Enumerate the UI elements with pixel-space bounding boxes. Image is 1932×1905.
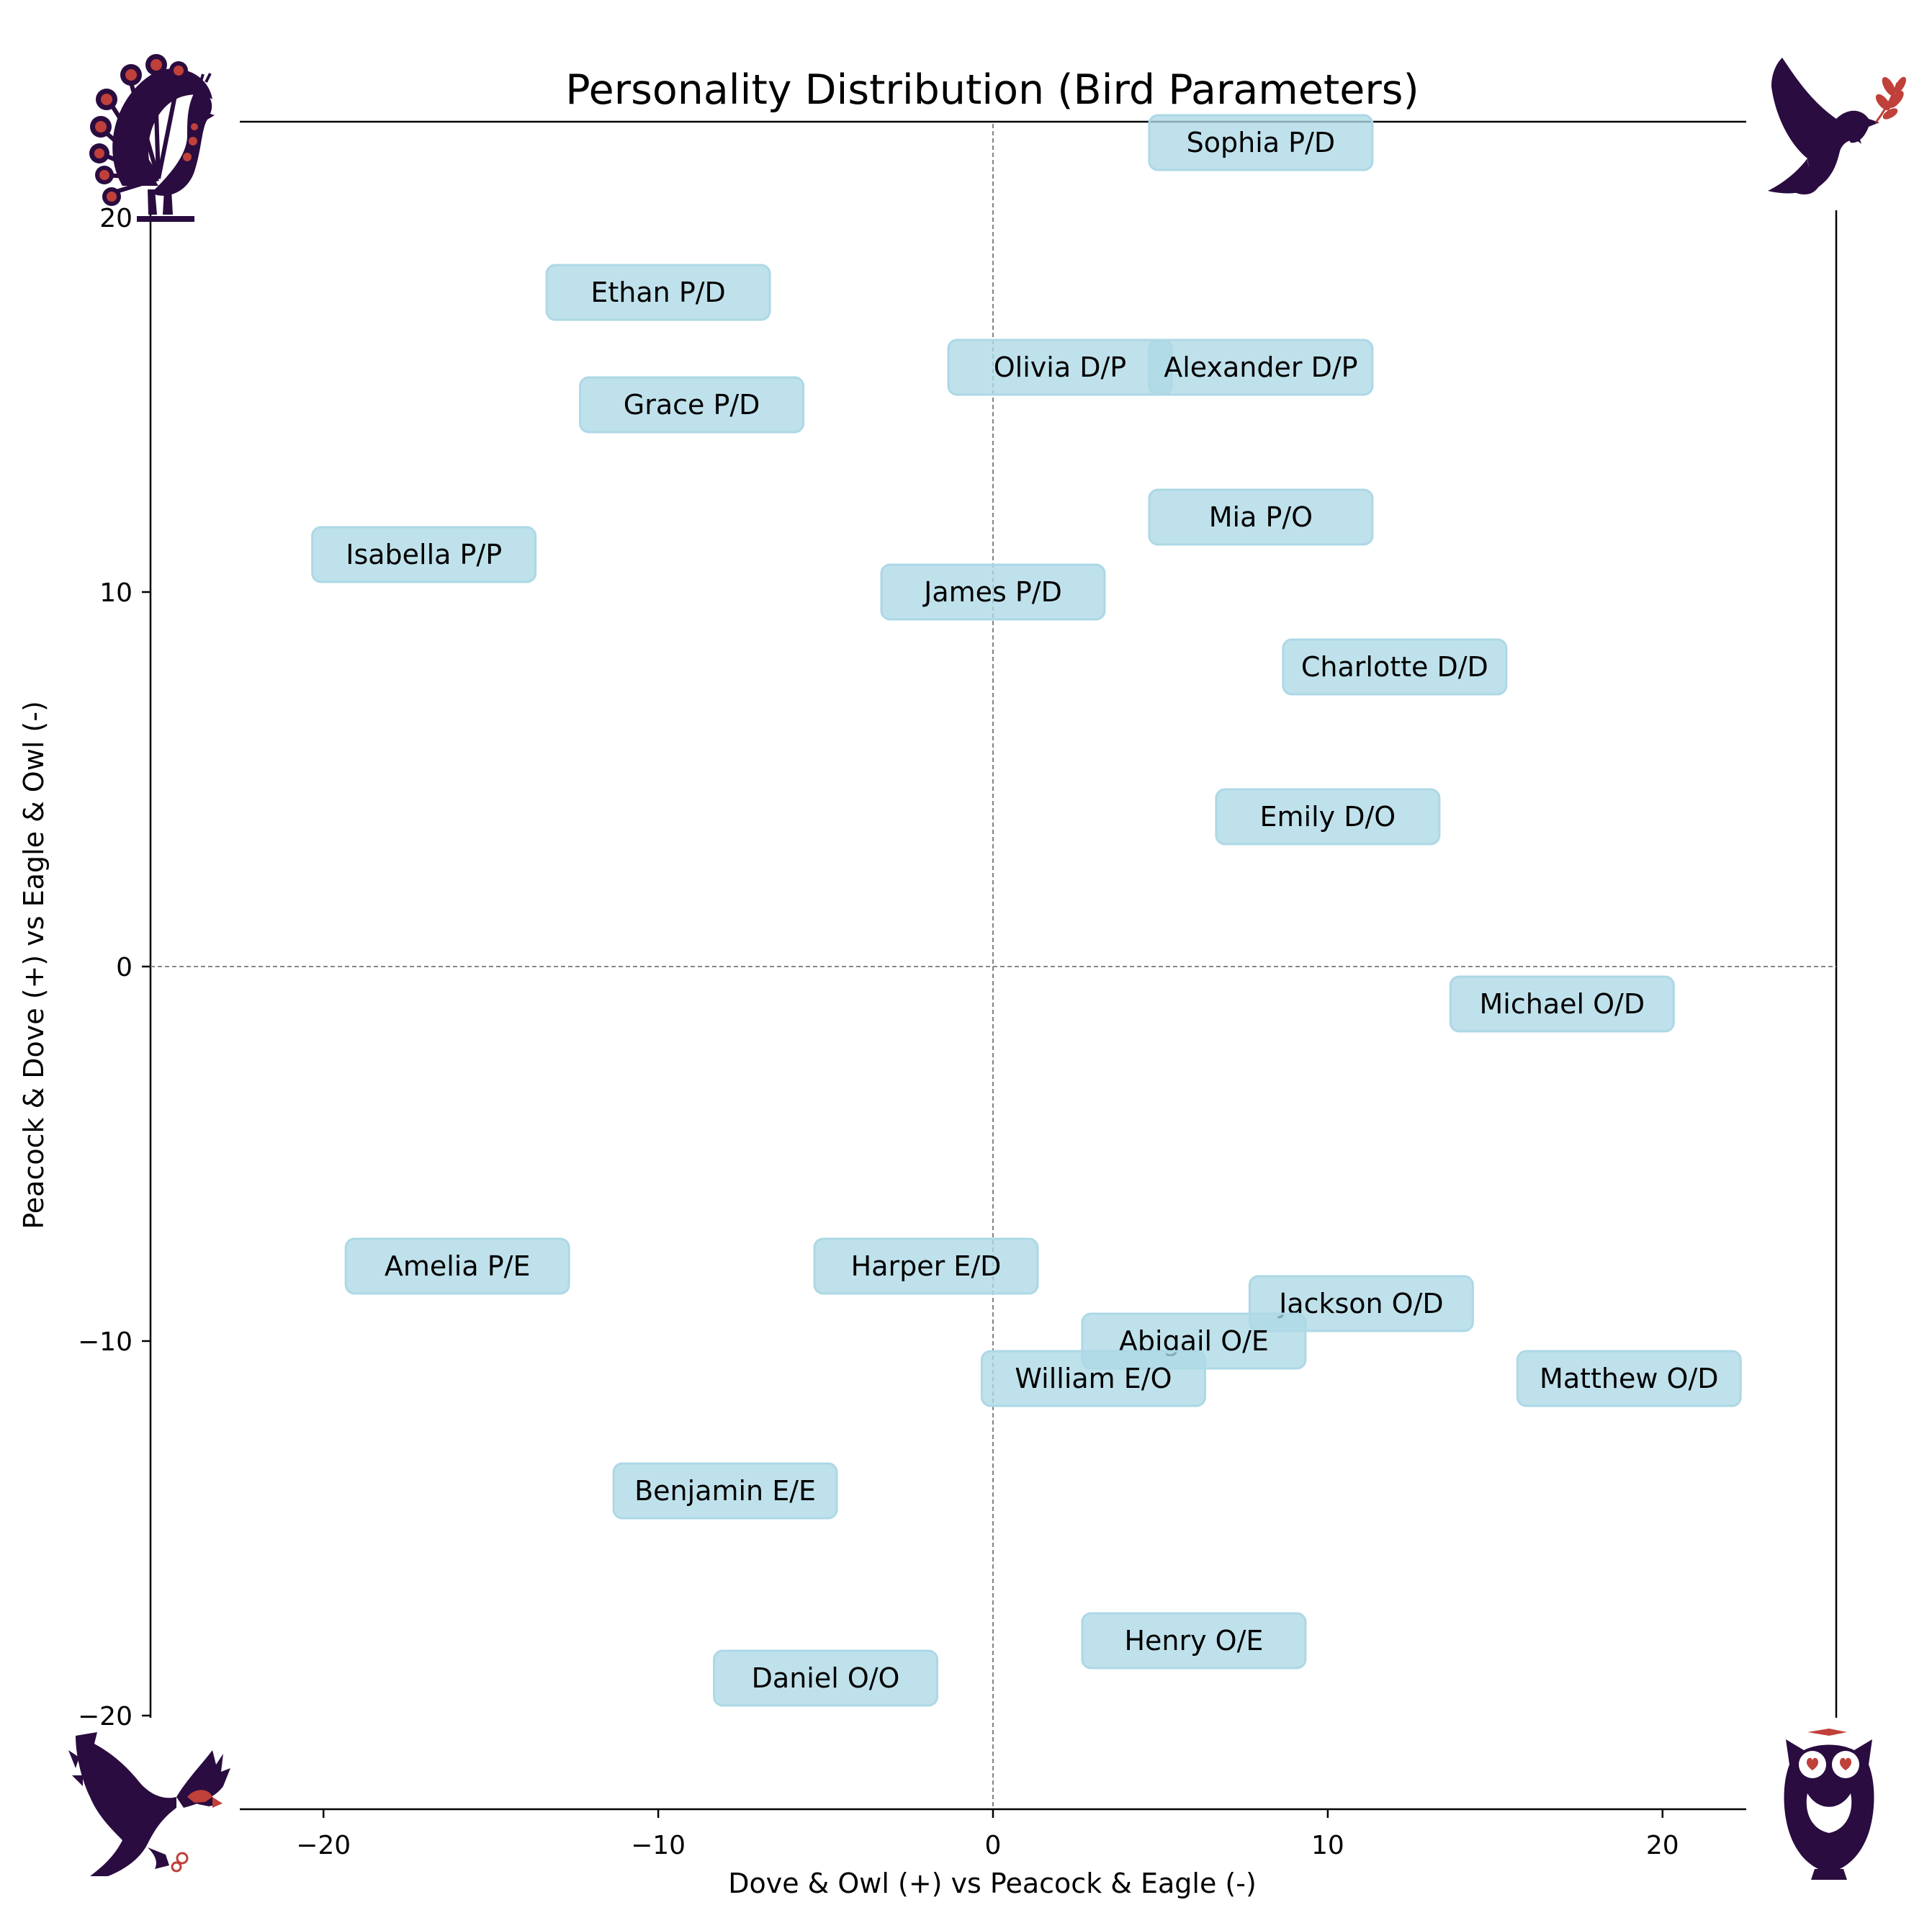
point-label: Grace P/D (624, 389, 760, 421)
point-box (612, 1462, 838, 1520)
point-box (1148, 488, 1374, 546)
chart-title: Personality Distribution (Bird Parameter… (565, 66, 1419, 114)
y-tick-label: 10 (99, 578, 132, 608)
point-box (1282, 638, 1508, 696)
y-tick-label: 0 (116, 953, 132, 982)
x-tick-label: 20 (1646, 1831, 1679, 1860)
point-label: Harper E/D (851, 1250, 1002, 1282)
point-box (713, 1649, 939, 1707)
point-box (1248, 1275, 1474, 1332)
eagle-icon (68, 1732, 230, 1876)
point-box (880, 563, 1106, 621)
y-axis-label: Peacock & Dove (+) vs Eagle & Owl (-) (18, 701, 50, 1229)
y-tick-label: −20 (78, 1702, 132, 1731)
data-point: Henry O/E (1081, 1612, 1307, 1669)
data-point: Emily D/O (1215, 788, 1441, 846)
point-box (1148, 339, 1374, 396)
y-tick-label: −10 (78, 1327, 132, 1357)
point-box (1516, 1350, 1742, 1407)
peacock-icon (89, 54, 215, 222)
data-point: Isabella P/P (311, 526, 537, 583)
data-point: Michael O/D (1449, 975, 1675, 1033)
point-box (1215, 788, 1441, 846)
point-box (1148, 114, 1374, 171)
point-box (813, 1237, 1039, 1295)
point-label: Ethan P/D (590, 277, 725, 308)
x-axis-label: Dove & Owl (+) vs Peacock & Eagle (-) (728, 1868, 1257, 1899)
point-label: Matthew O/D (1540, 1363, 1718, 1394)
point-label: William E/O (1015, 1363, 1172, 1394)
owl-icon (1784, 1729, 1874, 1880)
point-label: Isabella P/P (346, 539, 502, 570)
x-tick-label: 10 (1311, 1831, 1344, 1860)
data-point: Charlotte D/D (1282, 638, 1508, 696)
data-point: Matthew O/D (1516, 1350, 1742, 1407)
point-label: James P/D (922, 576, 1062, 608)
data-point: Grace P/D (579, 376, 805, 434)
data-point: Mia P/O (1148, 488, 1374, 546)
point-label: Alexander D/P (1164, 351, 1357, 383)
data-point: Daniel O/O (713, 1649, 939, 1707)
point-box (545, 264, 771, 321)
point-box (579, 376, 805, 434)
point-box (311, 526, 537, 583)
axes: −20 −10 0 10 20 −20 −10 0 10 20 (78, 120, 1838, 1860)
data-point: Sophia P/D (1148, 114, 1374, 171)
data-points: Sophia P/D Ethan P/D Olivia D/P Alexander D… (311, 114, 1742, 1707)
point-box (1081, 1612, 1307, 1669)
point-label: Mia P/O (1209, 501, 1313, 533)
point-label: Amelia P/E (385, 1250, 531, 1282)
data-point: Amelia P/E (344, 1237, 570, 1295)
x-tick-label: −20 (296, 1831, 351, 1860)
x-tick-label: 0 (985, 1831, 1002, 1860)
point-label: Benjamin E/E (634, 1475, 816, 1507)
point-label: Daniel O/O (752, 1662, 900, 1694)
point-label: Jackson O/D (1277, 1288, 1444, 1319)
point-label: Emily D/O (1260, 801, 1396, 833)
point-label: Charlotte D/D (1301, 651, 1488, 683)
point-box (344, 1237, 570, 1295)
y-tick-label: 20 (99, 204, 132, 233)
data-point: Jackson O/D (1248, 1275, 1474, 1332)
point-box (1449, 975, 1675, 1033)
point-label: Olivia D/P (994, 351, 1126, 383)
dove-icon (1768, 58, 1906, 194)
data-point: Benjamin E/E (612, 1462, 838, 1520)
point-label: Henry O/E (1124, 1625, 1263, 1657)
data-point: William E/O (980, 1350, 1206, 1407)
data-point: Olivia D/P (947, 339, 1173, 396)
data-point: Alexander D/P (1148, 339, 1374, 396)
x-tick-label: −10 (631, 1831, 686, 1860)
data-point: James P/D (880, 563, 1106, 621)
point-label: Michael O/D (1480, 988, 1645, 1020)
point-box (980, 1350, 1206, 1407)
data-point: Ethan P/D (545, 264, 771, 321)
data-point: Harper E/D (813, 1237, 1039, 1295)
point-label: Sophia P/D (1187, 127, 1335, 158)
